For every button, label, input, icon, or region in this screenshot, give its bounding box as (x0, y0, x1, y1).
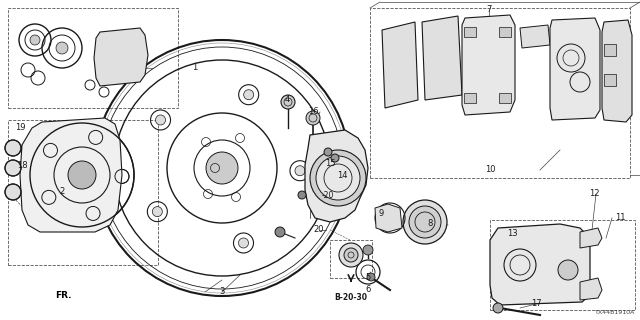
Text: FR.: FR. (55, 292, 72, 300)
Circle shape (367, 273, 375, 281)
Text: 20: 20 (314, 226, 324, 235)
Circle shape (306, 111, 320, 125)
Text: 11: 11 (615, 213, 625, 222)
Circle shape (493, 303, 503, 313)
Text: 13: 13 (507, 229, 517, 238)
Polygon shape (602, 20, 632, 122)
Polygon shape (580, 228, 602, 248)
Circle shape (310, 150, 366, 206)
Text: 10: 10 (484, 165, 495, 174)
Polygon shape (580, 278, 602, 300)
Circle shape (344, 248, 358, 262)
Text: 19: 19 (15, 124, 25, 132)
Circle shape (5, 160, 21, 176)
Text: 3: 3 (220, 287, 225, 297)
Polygon shape (94, 28, 148, 86)
Text: -20: -20 (322, 190, 334, 199)
Circle shape (403, 200, 447, 244)
Text: 6: 6 (365, 285, 371, 294)
Text: 15: 15 (324, 158, 335, 167)
Text: 17: 17 (531, 299, 541, 308)
Circle shape (339, 243, 363, 267)
Circle shape (244, 90, 253, 100)
Text: 4: 4 (284, 95, 290, 105)
Text: 8: 8 (428, 220, 433, 228)
Circle shape (275, 227, 285, 237)
Circle shape (68, 161, 96, 189)
Circle shape (239, 238, 248, 248)
Polygon shape (464, 27, 476, 37)
Circle shape (363, 245, 373, 255)
Polygon shape (375, 204, 402, 232)
Circle shape (298, 191, 306, 199)
Text: 12: 12 (589, 189, 599, 198)
Circle shape (206, 152, 238, 184)
Text: 9: 9 (378, 209, 383, 218)
Polygon shape (305, 130, 368, 222)
Bar (8, 8, 178, 108)
Polygon shape (422, 16, 462, 100)
Text: 2: 2 (60, 188, 65, 196)
Circle shape (5, 140, 21, 156)
Text: B-20-30: B-20-30 (335, 292, 367, 301)
Polygon shape (499, 93, 511, 103)
Polygon shape (462, 15, 515, 115)
Text: 16: 16 (308, 108, 318, 116)
Circle shape (316, 156, 360, 200)
Text: 1: 1 (193, 63, 198, 73)
Circle shape (324, 148, 332, 156)
Polygon shape (499, 27, 511, 37)
Circle shape (156, 115, 166, 125)
Circle shape (331, 154, 339, 162)
Polygon shape (490, 224, 590, 305)
Circle shape (5, 184, 21, 200)
Bar (8, 120, 158, 265)
Polygon shape (464, 93, 476, 103)
Bar (330, 240, 372, 278)
Bar (370, 8, 630, 178)
Circle shape (281, 95, 295, 109)
Polygon shape (604, 44, 616, 56)
Polygon shape (520, 25, 550, 48)
Circle shape (152, 207, 163, 217)
Text: 7: 7 (486, 5, 492, 14)
Polygon shape (550, 18, 600, 120)
Circle shape (558, 260, 578, 280)
Polygon shape (20, 118, 122, 232)
Text: 5: 5 (365, 274, 371, 283)
Polygon shape (604, 74, 616, 86)
Text: 18: 18 (17, 161, 28, 170)
Bar (490, 220, 635, 310)
Text: TX44B1910A: TX44B1910A (595, 310, 635, 316)
Polygon shape (382, 22, 418, 108)
Circle shape (68, 161, 96, 189)
Circle shape (295, 166, 305, 176)
Circle shape (409, 206, 441, 238)
Circle shape (56, 42, 68, 54)
Circle shape (30, 35, 40, 45)
Text: 14: 14 (337, 171, 348, 180)
